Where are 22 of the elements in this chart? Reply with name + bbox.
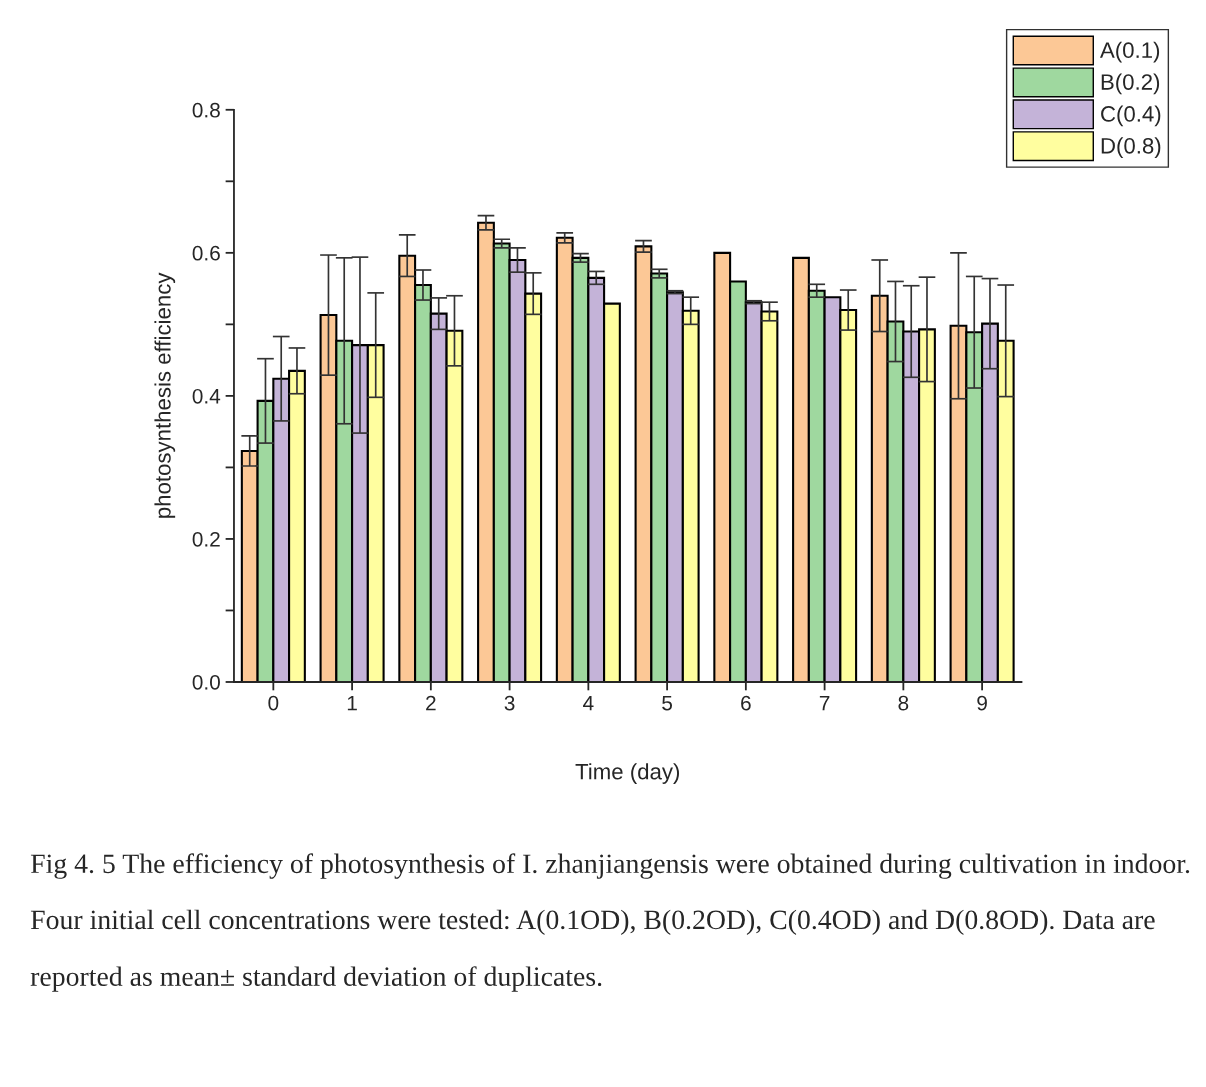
x-tick-label: 4 <box>583 695 594 711</box>
x-tick-label: 0 <box>268 695 279 711</box>
x-tick-label: 3 <box>504 695 515 711</box>
x-tick-label: 6 <box>741 695 751 711</box>
y-tick-label: 0.4 <box>192 388 221 404</box>
y-tick-label: 0.2 <box>192 531 220 547</box>
y-tick-label: 0.0 <box>192 674 220 690</box>
legend-label: C(0.4) <box>1101 105 1161 127</box>
x-tick-label: 9 <box>977 695 987 711</box>
y-axis-title: photosynthesis efficiency <box>154 272 176 518</box>
x-tick-label: 1 <box>347 695 357 711</box>
x-tick-label: 8 <box>898 695 909 711</box>
legend-label: B(0.2) <box>1101 73 1160 95</box>
caption: Fig 4. 5 The efficiency of photosynthesis of I. zhanjiangensis were obtained during cultivation in indoor. Four initial cell concentrations were tested: A(0.1OD), B(0.2OD), C(0.4OD) and D(0.8OD). Data are reported as mean± standard deviation of duplicates. <box>30 853 1190 992</box>
x-tick-label: 5 <box>662 695 673 711</box>
legend-label: A(0.1) <box>1100 41 1160 63</box>
x-tick-label: 7 <box>819 695 830 711</box>
x-tick-label: 2 <box>426 695 436 711</box>
y-tick-label: 0.6 <box>192 245 220 261</box>
x-axis-title: Time (day) <box>575 763 680 784</box>
legend-label: D(0.8) <box>1101 137 1161 159</box>
y-tick-label: 0.8 <box>192 102 220 118</box>
